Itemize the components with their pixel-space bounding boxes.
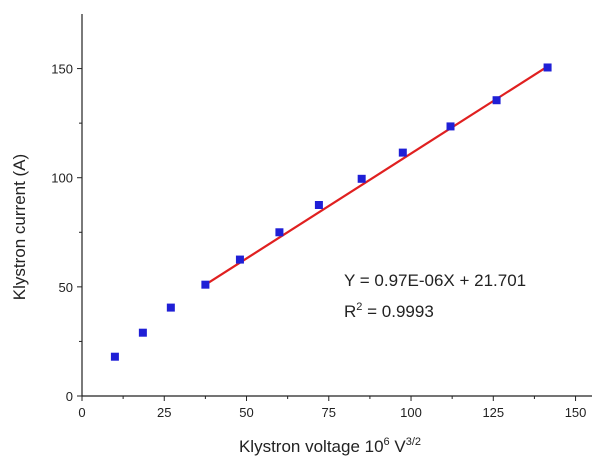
- data-point: [138, 328, 147, 337]
- y-axis-title: Klystron current (A): [10, 154, 29, 300]
- data-points: [110, 63, 552, 361]
- x-tick-label: 100: [400, 405, 422, 420]
- data-point: [446, 122, 455, 131]
- x-axis-title: Klystron voltage 106 V3/2: [239, 436, 421, 456]
- fit-equation: Y = 0.97E-06X + 21.701: [344, 271, 526, 290]
- data-point: [201, 280, 210, 289]
- x-tick-label: 0: [78, 405, 85, 420]
- data-point: [543, 63, 552, 72]
- y-tick-label: 150: [51, 62, 73, 77]
- y-tick-label: 50: [59, 280, 73, 295]
- data-point: [357, 174, 366, 183]
- y-tick-label: 100: [51, 171, 73, 186]
- y-tick-label: 0: [66, 389, 73, 404]
- fit-line: [204, 65, 549, 286]
- data-point: [492, 96, 501, 105]
- x-tick-label: 125: [482, 405, 504, 420]
- x-tick-label: 50: [239, 405, 253, 420]
- x-tick-label: 25: [157, 405, 171, 420]
- r-squared-prefix: R: [344, 302, 356, 321]
- data-point: [314, 201, 323, 209]
- r-squared-sup: 2: [356, 301, 362, 313]
- data-point: [235, 255, 244, 264]
- data-point: [166, 303, 175, 312]
- x-axis-title-base: Klystron voltage 10: [239, 437, 384, 456]
- tick-labels: 0 25 50 75 100 125 150 0 50 100 150: [51, 62, 586, 420]
- x-tick-label: 150: [565, 405, 587, 420]
- r-squared-suffix: = 0.9993: [362, 302, 433, 321]
- data-point: [275, 228, 284, 237]
- data-point: [110, 352, 119, 361]
- x-axis-title-sup1: 6: [384, 436, 390, 448]
- data-point: [398, 148, 407, 157]
- x-axis-title-mid: V: [390, 437, 407, 456]
- x-axis-title-sup2: 3/2: [406, 436, 421, 448]
- x-tick-label: 75: [322, 405, 336, 420]
- axes: [81, 14, 592, 397]
- r-squared: R2 = 0.9993: [344, 301, 434, 321]
- ticks: [77, 68, 577, 401]
